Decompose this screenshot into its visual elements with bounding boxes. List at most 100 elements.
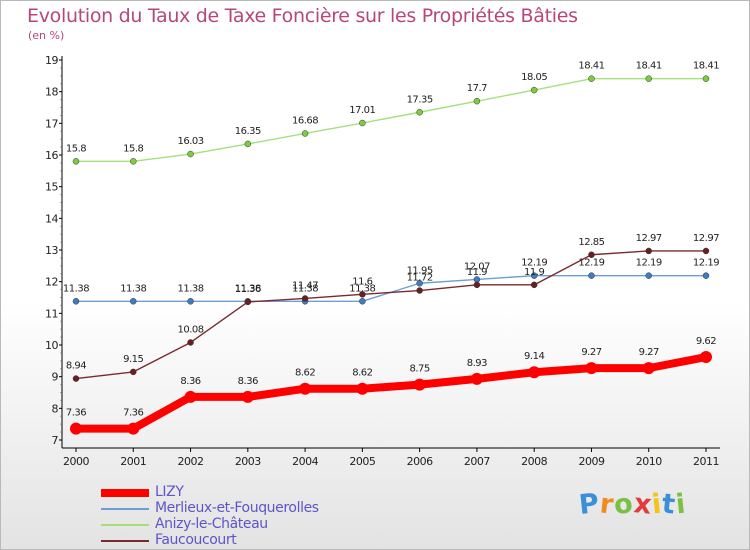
data-label: 8.36 <box>238 376 258 387</box>
x-tick-label: 2007 <box>464 455 490 468</box>
data-label: 7.36 <box>123 408 143 419</box>
data-point <box>70 422 82 435</box>
data-point <box>530 86 538 94</box>
data-point <box>187 150 194 158</box>
data-point <box>416 280 423 287</box>
data-point <box>470 372 483 385</box>
data-point <box>299 382 312 395</box>
data-label: 12.19 <box>693 258 719 269</box>
data-label: 15.8 <box>66 143 86 154</box>
data-label: 11.38 <box>63 283 89 294</box>
x-tick-label: 2009 <box>578 455 604 468</box>
data-label: 9.14 <box>524 351 544 362</box>
data-label: 12.19 <box>578 258 604 269</box>
data-label: 18.41 <box>693 61 719 72</box>
data-label: 18.41 <box>636 61 662 72</box>
data-label: 9.27 <box>639 347 659 358</box>
data-label: 12.19 <box>636 258 662 269</box>
data-point <box>588 75 595 82</box>
data-label: 11.95 <box>407 265 433 276</box>
legend-label: Faucoucourt <box>155 532 237 548</box>
data-point <box>645 247 652 255</box>
data-point <box>130 158 137 165</box>
data-label: 12.97 <box>693 233 719 244</box>
data-point <box>702 75 710 82</box>
data-label: 8.36 <box>180 376 200 387</box>
y-tick-label: 7 <box>52 434 59 447</box>
data-point <box>588 251 595 258</box>
legend-swatch <box>101 489 149 497</box>
series-line-lizy <box>72 353 710 433</box>
brand-logo: Proxiti <box>577 488 688 521</box>
data-point <box>530 281 538 289</box>
data-point <box>642 362 655 375</box>
data-label: 12.97 <box>636 233 662 244</box>
data-point <box>72 158 80 165</box>
y-tick-label: 14 <box>45 212 58 225</box>
data-point <box>359 291 366 298</box>
y-tick-label: 11 <box>45 307 58 320</box>
data-point <box>473 281 481 289</box>
data-label: 11.38 <box>120 283 146 294</box>
x-tick-label: 2003 <box>235 455 261 468</box>
data-label: 8.62 <box>352 368 372 379</box>
data-label: 8.62 <box>295 368 315 379</box>
y-tick-label: 12 <box>45 276 58 289</box>
data-label: 9.15 <box>123 354 143 365</box>
data-point <box>72 298 80 305</box>
data-label: 16.35 <box>235 126 261 137</box>
data-point <box>585 362 598 375</box>
x-tick-label: 2010 <box>636 455 662 468</box>
data-point <box>645 272 652 279</box>
data-label: 15.8 <box>123 143 143 154</box>
data-label: 12.85 <box>578 237 604 248</box>
legend-label: Anizy-le-Château <box>155 516 268 532</box>
data-point <box>244 298 252 306</box>
chart-unit-label: (en %) <box>28 29 65 42</box>
data-point <box>645 75 652 82</box>
data-point <box>187 298 194 305</box>
data-label: 12.19 <box>521 258 547 269</box>
data-label: 11.9 <box>467 267 487 278</box>
y-tick-label: 8 <box>52 402 59 415</box>
data-point <box>588 272 595 279</box>
data-point <box>359 298 366 305</box>
data-label: 11.38 <box>292 283 318 294</box>
data-point <box>130 368 137 376</box>
data-label: 11.38 <box>177 283 203 294</box>
data-label: 17.7 <box>467 83 487 94</box>
series-line-anizy-le-ch-teau <box>75 77 707 163</box>
data-point <box>301 295 309 302</box>
legend-swatch <box>101 540 149 542</box>
data-point <box>356 382 369 395</box>
x-tick-label: 2001 <box>120 455 146 468</box>
series-line-merlieux-et-fouquerolles <box>75 274 707 302</box>
data-point <box>530 272 538 279</box>
data-point <box>301 130 309 137</box>
legend-label: LIZY <box>155 484 184 500</box>
series-line-faucoucourt <box>75 250 707 380</box>
data-label: 10.08 <box>177 324 203 335</box>
data-label: 11.72 <box>407 273 433 284</box>
data-point <box>127 422 140 435</box>
y-tick-label: 15 <box>45 181 58 194</box>
legend-swatch <box>101 524 149 526</box>
legend-swatch <box>101 508 149 510</box>
y-tick-label: 18 <box>45 86 58 99</box>
data-label: 9.27 <box>581 347 601 358</box>
data-point <box>413 378 426 391</box>
x-tick-label: 2004 <box>292 455 318 468</box>
data-point <box>473 97 481 105</box>
data-point <box>72 375 80 382</box>
data-label: 8.75 <box>410 364 430 375</box>
data-label: 11.9 <box>524 267 544 278</box>
data-label: 11.36 <box>235 284 261 295</box>
data-label: 11.6 <box>352 276 372 287</box>
data-label: 17.35 <box>407 94 433 105</box>
data-point <box>702 272 710 279</box>
data-point <box>187 339 194 346</box>
data-label: 17.01 <box>349 105 375 116</box>
y-tick-label: 19 <box>45 54 58 67</box>
